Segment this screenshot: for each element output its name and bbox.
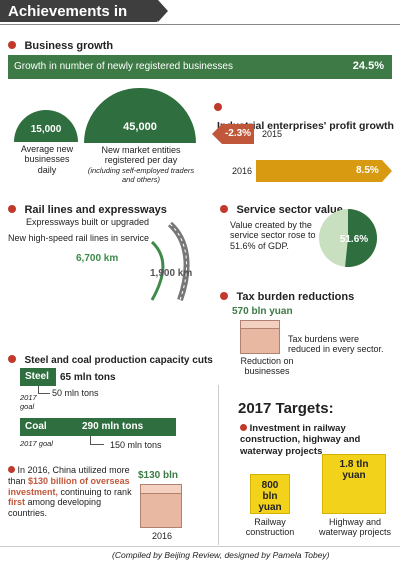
rail-target-label: Railway construction: [245, 517, 295, 538]
tax-crate-top: [241, 321, 279, 329]
bullet-icon: [220, 292, 228, 300]
bullet-icon: [240, 424, 247, 431]
business-section-header: Business growth: [8, 36, 113, 54]
investment-text-c: continuing to rank: [58, 486, 132, 497]
bullet-icon: [8, 355, 16, 363]
rail-road-graphic: [150, 222, 190, 302]
rail-section-header: Rail lines and expressways: [8, 200, 167, 218]
investment-text-e: among developing countries.: [8, 497, 102, 519]
coal-goal-value: 150 mln tons: [110, 440, 162, 450]
rail-target-value: 800 bln yuan: [258, 480, 282, 513]
bullet-icon: [8, 205, 16, 213]
profit-title: Industrial enterprises' profit growth: [217, 120, 394, 132]
investment-text-a: In 2016, China utilized more than: [8, 465, 130, 486]
expressway-curve: [167, 222, 190, 302]
service-text: Value created by the service sector rose…: [230, 220, 316, 251]
bullet-icon: [214, 103, 222, 111]
profit-2015-bar: -2.3%: [222, 124, 254, 144]
tax-title: Tax burden reductions: [236, 291, 355, 303]
page-title: Achievements in 2016: [0, 0, 168, 37]
steel-label: Steel: [25, 371, 49, 382]
highway-target-box: 1.8 tln yuan: [322, 454, 386, 514]
business-title: Business growth: [24, 40, 114, 52]
steel-bar: Steel: [20, 368, 56, 386]
targets-divider: [218, 385, 219, 545]
market-entities-shape: 45,000: [84, 88, 196, 143]
coal-value: 290 mln tons: [82, 421, 144, 432]
title-rule: [0, 24, 400, 25]
tax-section-header: Tax burden reductions: [220, 287, 354, 305]
entities-value: 45,000: [123, 121, 157, 133]
profit-2016-value: 8.5%: [356, 165, 379, 176]
daily-businesses-shape: 15,000: [14, 110, 78, 142]
steel-title: Steel and coal production capacity cuts: [24, 355, 213, 366]
coal-goal-bracket: [90, 436, 104, 445]
highway-target-value: 1.8 tln yuan: [339, 459, 369, 481]
investment-text: In 2016, China utilized more than $130 b…: [8, 465, 132, 519]
profit-2015-arrowhead: [212, 124, 222, 144]
profit-2015-label: 2015: [262, 129, 283, 139]
steel-goal-year: 2017: [20, 393, 37, 402]
daily-value: 15,000: [30, 124, 62, 135]
service-value: 51.6%: [340, 234, 368, 245]
coal-bar: Coal 290 mln tons: [20, 418, 176, 436]
entities-label: New market entities registered per day: [101, 145, 181, 166]
steel-goal-value: 50 mln tons: [52, 388, 99, 398]
service-title: Service sector value: [236, 204, 343, 216]
rail-line2: New high-speed rail lines in service: [8, 233, 150, 243]
profit-2016-label: 2016: [232, 166, 253, 176]
bullet-icon: [220, 205, 228, 213]
investment-crate-value: $130 bln: [138, 470, 179, 481]
bullet-icon: [8, 41, 16, 49]
profit-section-header: Industrial enterprises' profit growth: [214, 98, 400, 134]
service-section-header: Service sector value: [220, 200, 343, 218]
business-bar-label: Growth in number of newly registered bus…: [14, 61, 233, 72]
coal-label: Coal: [25, 421, 47, 432]
steel-value: 65 mln tons: [60, 372, 116, 383]
service-pie: 51.6%: [319, 209, 377, 267]
steel-goal-word: goal: [20, 402, 35, 411]
rail-line1: Expressways built or upgraded: [26, 217, 150, 227]
profit-2015-value: -2.3%: [224, 128, 252, 139]
highway-target-label: Highway and waterway projects: [318, 517, 392, 538]
targets-title: 2017 Targets:: [238, 400, 334, 417]
coal-goal: 2017 goal: [20, 439, 53, 448]
business-bar-value: 24.5%: [352, 60, 384, 72]
tax-amount: 570 bln yuan: [232, 306, 293, 317]
profit-2016-bar: 8.5%: [256, 160, 382, 182]
investment-text-b: $130 billion of overseas investment,: [8, 475, 130, 497]
credit-footer: (Compiled by Beijing Review, designed by…: [112, 550, 330, 560]
rail-target-box: 800 bln yuan: [250, 474, 290, 514]
investment-text-d: first: [8, 497, 26, 508]
steel-section-header: Steel and coal production capacity cuts: [8, 350, 213, 368]
steel-goal-bracket: [38, 386, 50, 394]
targets-subtitle: Investment in railway construction, high…: [240, 423, 361, 457]
tax-text: Tax burdens were reduced in every sector…: [288, 334, 384, 355]
rail-value2: 1,900 km: [150, 268, 193, 279]
pie-slice: [345, 209, 377, 267]
footer-rule: [0, 546, 400, 547]
investment-crate-year: 2016: [152, 531, 173, 541]
entities-note: (including self-employed traders and oth…: [87, 166, 195, 184]
profit-2016-arrowhead: [382, 160, 392, 182]
business-growth-bar: Growth in number of newly registered bus…: [8, 55, 392, 79]
bullet-icon: [8, 466, 15, 473]
expressway-centerline: [169, 223, 188, 301]
targets-subtitle-wrap: Investment in railway construction, high…: [240, 423, 390, 457]
daily-label: Average new businesses daily: [20, 144, 74, 175]
tax-label: Reduction on businesses: [240, 356, 294, 377]
rail-value1: 6,700 km: [76, 253, 119, 264]
investment-crate: [140, 484, 182, 528]
rail-title: Rail lines and expressways: [24, 204, 167, 216]
investment-crate-top: [141, 485, 181, 494]
rail-curve: [150, 240, 165, 301]
tax-crate: [240, 320, 280, 354]
